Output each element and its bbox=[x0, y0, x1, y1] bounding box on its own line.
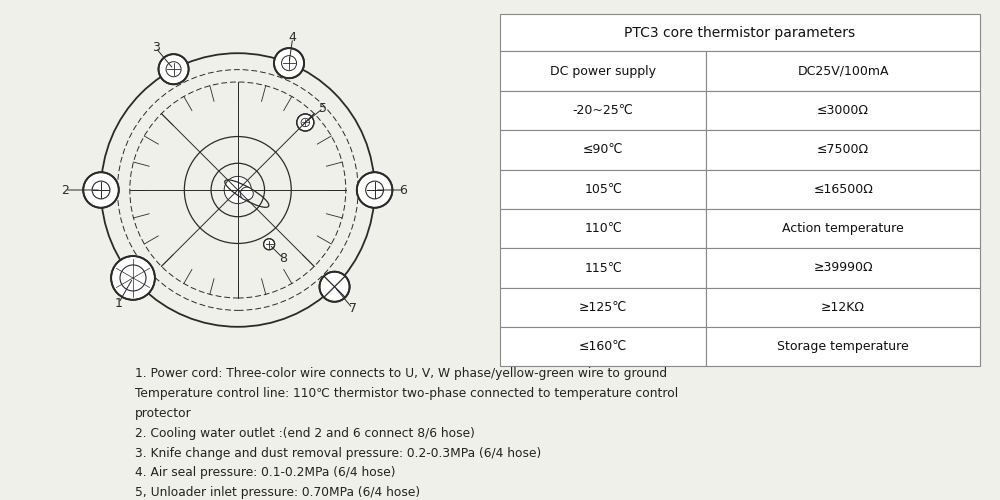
Text: Storage temperature: Storage temperature bbox=[777, 340, 909, 353]
Text: 110℃: 110℃ bbox=[584, 222, 622, 235]
Bar bbox=[706, 91, 980, 130]
Text: DC power supply: DC power supply bbox=[550, 64, 656, 78]
Text: 105℃: 105℃ bbox=[584, 182, 622, 196]
Text: ≤16500Ω: ≤16500Ω bbox=[813, 182, 873, 196]
Bar bbox=[500, 248, 706, 288]
Bar bbox=[500, 52, 706, 91]
Text: protector: protector bbox=[135, 407, 192, 420]
Text: 6: 6 bbox=[399, 184, 407, 196]
Bar bbox=[706, 248, 980, 288]
Text: 3: 3 bbox=[152, 41, 160, 54]
Bar bbox=[500, 288, 706, 327]
Bar bbox=[706, 130, 980, 170]
Text: 2. Cooling water outlet :(end 2 and 6 connect 8/6 hose): 2. Cooling water outlet :(end 2 and 6 co… bbox=[135, 426, 475, 440]
Circle shape bbox=[111, 256, 155, 300]
Bar bbox=[500, 209, 706, 248]
Text: 8: 8 bbox=[280, 252, 288, 265]
Text: 4. Air seal pressure: 0.1-0.2MPa (6/4 hose): 4. Air seal pressure: 0.1-0.2MPa (6/4 ho… bbox=[135, 466, 396, 479]
Circle shape bbox=[274, 48, 304, 78]
Text: ≤7500Ω: ≤7500Ω bbox=[817, 144, 869, 156]
Bar bbox=[500, 327, 706, 366]
Circle shape bbox=[264, 238, 275, 250]
Text: 1: 1 bbox=[115, 296, 123, 310]
Bar bbox=[706, 209, 980, 248]
Bar bbox=[500, 14, 980, 52]
Circle shape bbox=[159, 54, 189, 84]
Text: ≥39990Ω: ≥39990Ω bbox=[813, 262, 873, 274]
Bar bbox=[500, 130, 706, 170]
Bar bbox=[706, 288, 980, 327]
Circle shape bbox=[224, 176, 251, 204]
Text: 5: 5 bbox=[319, 102, 327, 114]
Text: 5, Unloader inlet pressure: 0.70MPa (6/4 hose): 5, Unloader inlet pressure: 0.70MPa (6/4… bbox=[135, 486, 420, 500]
Text: DC25V/100mA: DC25V/100mA bbox=[797, 64, 889, 78]
Circle shape bbox=[297, 114, 314, 131]
Circle shape bbox=[83, 172, 119, 208]
Text: 3. Knife change and dust removal pressure: 0.2-0.3MPa (6/4 hose): 3. Knife change and dust removal pressur… bbox=[135, 446, 541, 460]
Text: ≥12KΩ: ≥12KΩ bbox=[821, 301, 865, 314]
Circle shape bbox=[357, 172, 392, 208]
Bar bbox=[706, 52, 980, 91]
Text: 2: 2 bbox=[61, 184, 69, 196]
Text: 7: 7 bbox=[349, 302, 357, 315]
Text: Action temperature: Action temperature bbox=[782, 222, 904, 235]
Text: ≤160℃: ≤160℃ bbox=[579, 340, 627, 353]
Circle shape bbox=[240, 187, 253, 200]
Bar bbox=[500, 91, 706, 130]
Text: 4: 4 bbox=[289, 32, 297, 44]
Text: ≤3000Ω: ≤3000Ω bbox=[817, 104, 869, 117]
Text: 1. Power cord: Three-color wire connects to U, V, W phase/yellow-green wire to g: 1. Power cord: Three-color wire connects… bbox=[135, 367, 667, 380]
Text: Temperature control line: 110℃ thermistor two-phase connected to temperature con: Temperature control line: 110℃ thermisto… bbox=[135, 387, 678, 400]
Circle shape bbox=[319, 272, 350, 302]
Text: PTC3 core thermistor parameters: PTC3 core thermistor parameters bbox=[624, 26, 856, 40]
Text: 115℃: 115℃ bbox=[584, 262, 622, 274]
Bar bbox=[500, 170, 706, 209]
Bar bbox=[706, 170, 980, 209]
Text: ≥125℃: ≥125℃ bbox=[579, 301, 627, 314]
Bar bbox=[706, 327, 980, 366]
Text: -20~25℃: -20~25℃ bbox=[573, 104, 634, 117]
Text: ≤90℃: ≤90℃ bbox=[583, 144, 623, 156]
